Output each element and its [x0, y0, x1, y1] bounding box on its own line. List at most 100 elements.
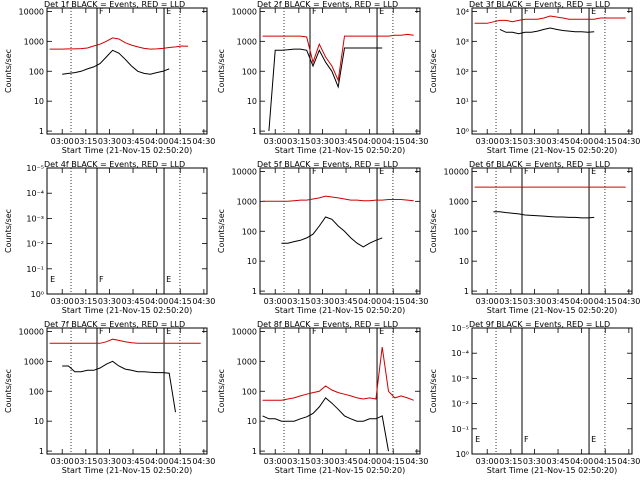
y-tick-label: 1 [252, 127, 257, 136]
marker-label: F [524, 435, 529, 444]
y-tick-label: 10⁻² [26, 240, 44, 249]
y-tick-label: 10² [456, 67, 469, 76]
plot-frame [471, 327, 633, 455]
marker-label: F [99, 275, 104, 284]
panel-title: Det 6f BLACK = Events, RED = LLD [469, 160, 610, 169]
x-tick-label: 03:30 [523, 457, 546, 466]
x-tick-label: 04:00 [570, 457, 593, 466]
y-axis-label: Counts/sec [429, 49, 438, 93]
x-tick-label: 03:45 [122, 457, 145, 466]
x-tick-label: 04:15 [382, 457, 405, 466]
y-tick-label: 10⁻³ [26, 214, 44, 223]
panel-title: Det 9f BLACK = Events, RED = LLD [469, 320, 610, 329]
x-tick-label: 03:00 [476, 457, 499, 466]
series-line [493, 211, 595, 219]
y-tick-label: 1000 [24, 357, 44, 366]
x-tick-label: 03:00 [264, 457, 287, 466]
marker-label: E [591, 435, 596, 444]
series-line [474, 15, 626, 24]
y-tick-label: 1 [39, 447, 44, 456]
x-tick-label: 03:45 [335, 457, 358, 466]
x-tick-label: 04:30 [192, 457, 215, 466]
x-tick-label: 03:15 [287, 137, 310, 146]
x-tick-label: 04:30 [617, 457, 640, 466]
plot-frame [259, 327, 421, 455]
series-line [49, 37, 189, 50]
marker-label: E [166, 7, 171, 16]
y-tick-label: 10 [247, 97, 257, 106]
x-tick-label: 03:45 [335, 137, 358, 146]
y-tick-label: 10¹ [456, 97, 469, 106]
y-axis-label: Counts/sec [217, 49, 226, 93]
x-tick-label: 04:30 [617, 137, 640, 146]
x-tick-label: 03:30 [523, 297, 546, 306]
y-tick-label: 100 [242, 387, 257, 396]
marker-label: E [166, 275, 171, 284]
x-tick-label: 03:30 [523, 137, 546, 146]
marker-label: F [99, 7, 104, 16]
x-tick-label: 03:00 [51, 457, 74, 466]
y-tick-label: 100 [242, 67, 257, 76]
x-tick-label: 03:30 [311, 297, 334, 306]
y-tick-label: 10000 [444, 167, 469, 176]
series-line [281, 216, 383, 248]
panel-title: Det 7f BLACK = Events, RED = LLD [44, 320, 185, 329]
x-tick-label: 03:15 [74, 457, 97, 466]
x-tick-label: 03:15 [74, 137, 97, 146]
x-axis-label: Start Time (21-Nov-15 02:50:20) [62, 306, 192, 315]
y-axis-label: Counts/sec [4, 49, 13, 93]
x-axis-label: Start Time (21-Nov-15 02:50:20) [275, 306, 405, 315]
plot-frame [259, 167, 421, 295]
y-tick-label: 10 [247, 257, 257, 266]
x-tick-label: 04:30 [405, 137, 428, 146]
marker-label: E [379, 327, 384, 336]
x-tick-label: 04:15 [594, 137, 617, 146]
y-tick-label: 10000 [19, 327, 44, 336]
panel-title: Det 4f BLACK = Events, RED = LLD [44, 160, 185, 169]
x-tick-label: 04:00 [145, 297, 168, 306]
series-line [262, 195, 414, 202]
x-axis-label: Start Time (21-Nov-15 02:50:20) [275, 146, 405, 155]
y-tick-label: 10⁻⁵ [451, 324, 469, 333]
y-axis-label: Counts/sec [4, 209, 13, 253]
y-tick-label: 100 [29, 67, 44, 76]
x-tick-label: 03:45 [122, 297, 145, 306]
x-tick-label: 04:30 [405, 297, 428, 306]
y-tick-label: 10⁻¹ [451, 425, 469, 434]
y-tick-label: 10⁻² [451, 400, 469, 409]
y-axis-label: Counts/sec [429, 369, 438, 413]
y-axis-label: Counts/sec [217, 369, 226, 413]
y-tick-label: 1000 [449, 197, 469, 206]
x-tick-label: 04:15 [594, 457, 617, 466]
y-tick-label: 1 [252, 287, 257, 296]
marker-label: E [379, 167, 384, 176]
x-tick-label: 03:15 [499, 457, 522, 466]
x-tick-label: 04:30 [405, 457, 428, 466]
y-tick-label: 10 [247, 417, 257, 426]
marker-label: E [379, 7, 384, 16]
y-tick-label: 1000 [237, 37, 257, 46]
y-tick-label: 10⁻⁵ [26, 164, 44, 173]
panel-title: Det 8f BLACK = Events, RED = LLD [257, 320, 398, 329]
y-axis-label: Counts/sec [4, 369, 13, 413]
x-tick-label: 03:30 [311, 457, 334, 466]
marker-label: E [166, 327, 171, 336]
series-line [268, 47, 383, 132]
x-tick-label: 04:00 [570, 297, 593, 306]
y-tick-label: 100 [242, 227, 257, 236]
x-tick-label: 04:00 [358, 137, 381, 146]
y-tick-label: 10³ [456, 37, 469, 46]
marker-label: F [312, 167, 317, 176]
y-tick-label: 10000 [232, 327, 257, 336]
x-tick-label: 04:00 [145, 137, 168, 146]
y-tick-label: 10⁻⁴ [26, 189, 44, 198]
y-tick-label: 1000 [237, 357, 257, 366]
marker-label: E [591, 167, 596, 176]
x-tick-label: 04:00 [358, 297, 381, 306]
series-line [262, 33, 414, 83]
x-tick-label: 04:00 [145, 457, 168, 466]
panel-title: Det 2f BLACK = Events, RED = LLD [257, 0, 398, 9]
y-tick-label: 10⁰ [456, 450, 469, 459]
